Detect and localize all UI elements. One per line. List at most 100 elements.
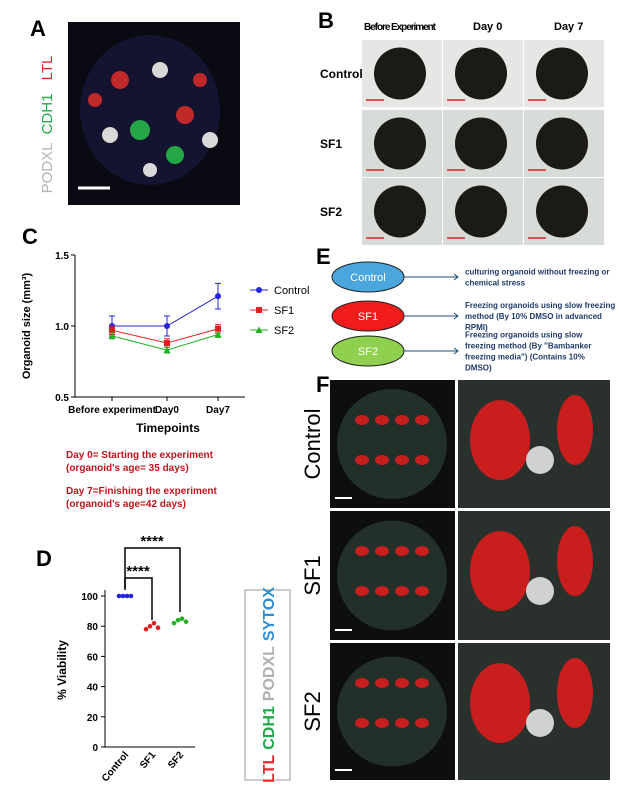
y-axis-label: Organoid size (mm³) — [21, 272, 33, 379]
description: freezing media") (Contains 10% — [465, 353, 585, 362]
channel-label: PODXL — [39, 143, 56, 194]
tubule — [395, 455, 409, 465]
tubule — [395, 678, 409, 688]
confocal-grid — [330, 380, 610, 780]
point — [128, 593, 134, 599]
x-tick-label: Before experiment — [68, 405, 156, 416]
image-texture — [78, 35, 220, 190]
tubule — [375, 455, 389, 465]
tubule — [375, 718, 389, 728]
point — [151, 620, 157, 626]
legend-label: SF2 — [274, 325, 294, 337]
note: (organoid's age= 35 days) — [66, 463, 189, 474]
organoid — [337, 389, 447, 499]
panel-label: D — [36, 546, 52, 571]
organoid — [337, 656, 447, 767]
organoid — [374, 47, 426, 100]
podocyte — [526, 709, 554, 737]
organoid — [536, 185, 588, 238]
significance-label: **** — [140, 533, 164, 550]
description: freezing method (By "Bambanker — [465, 342, 591, 351]
y-tick-label: 100 — [81, 592, 98, 603]
tubule — [395, 415, 409, 425]
stain-legend: LTL CDH1 PODXL SYTOX — [261, 587, 278, 783]
tubule — [355, 546, 369, 556]
content: A B C D E F LTL CDH1 PODXL Before Experiment Day 0… — [21, 8, 615, 784]
organoid — [536, 47, 588, 100]
row-label: Control — [300, 409, 325, 480]
tubule — [355, 586, 369, 596]
stain-legend-box — [244, 589, 291, 781]
legend-label: Control — [274, 285, 309, 297]
description: chemical stress — [465, 279, 526, 288]
legend-marker — [256, 287, 262, 293]
organoid — [536, 117, 588, 170]
description: method (By 10% DMSO in advanced — [465, 312, 602, 321]
y-tick-label: 1.0 — [55, 322, 69, 333]
description: RPMI) — [465, 323, 488, 332]
significance-bracket — [124, 547, 181, 612]
tubule — [375, 546, 389, 556]
tubule — [375, 678, 389, 688]
podocyte — [526, 446, 554, 474]
podocyte — [526, 577, 554, 605]
point — [175, 617, 181, 623]
tubule — [415, 415, 429, 425]
tubule — [355, 415, 369, 425]
node-label: SF2 — [358, 346, 378, 358]
tubule — [557, 526, 593, 596]
tubule — [415, 546, 429, 556]
tubule — [470, 663, 530, 743]
tubule — [355, 455, 369, 465]
tubule — [470, 531, 530, 611]
x-tick-label: Control — [100, 750, 131, 784]
tubule — [415, 678, 429, 688]
y-tick-label: 1.5 — [55, 251, 69, 262]
x-tick-label: SF2 — [166, 750, 186, 771]
y-tick-label: 40 — [87, 683, 99, 694]
organoid — [374, 117, 426, 170]
stain-name: CDH1 — [261, 706, 278, 750]
panel-label: C — [22, 224, 38, 249]
organoid — [455, 47, 507, 100]
brightfield-grid — [362, 40, 604, 245]
stain-name: LTL — [261, 755, 278, 783]
row-label: SF1 — [320, 137, 342, 151]
tubule — [415, 586, 429, 596]
description: Freezing organoids using slow freezing — [465, 301, 615, 310]
tubule — [557, 395, 593, 465]
organoid — [374, 185, 426, 238]
arrow — [404, 273, 459, 281]
tubule — [355, 678, 369, 688]
point — [155, 625, 161, 631]
row-label: Control — [320, 67, 363, 81]
description: Freezing organoids using slow — [465, 331, 583, 340]
row-label: SF2 — [320, 205, 342, 219]
point — [143, 626, 149, 632]
tubule — [355, 718, 369, 728]
column-header: Day 7 — [554, 21, 583, 33]
point — [215, 293, 221, 300]
x-tick-label: Day0 — [155, 405, 179, 416]
tubule — [395, 718, 409, 728]
stain-name: SYTOX — [261, 587, 278, 641]
y-axis-label: % Viability — [55, 640, 69, 700]
legend-label: SF1 — [274, 305, 294, 317]
legend-marker — [256, 307, 262, 313]
point — [171, 620, 177, 626]
channel-label: LTL — [39, 56, 56, 81]
panel-label: F — [316, 372, 329, 397]
y-tick-label: 0 — [92, 743, 98, 754]
description: DMSO) — [465, 364, 492, 373]
series-line — [112, 295, 219, 327]
note: (organoid's age=42 days) — [66, 499, 186, 510]
point — [116, 593, 122, 599]
point — [108, 332, 116, 339]
y-tick-label: 80 — [87, 622, 99, 633]
panel-label: E — [316, 244, 331, 269]
description: culturing organoid without freezing or — [465, 268, 609, 277]
tubule — [415, 718, 429, 728]
panel-label: B — [318, 8, 334, 33]
stain-name: PODXL — [261, 646, 278, 701]
y-tick-label: 60 — [87, 652, 99, 663]
